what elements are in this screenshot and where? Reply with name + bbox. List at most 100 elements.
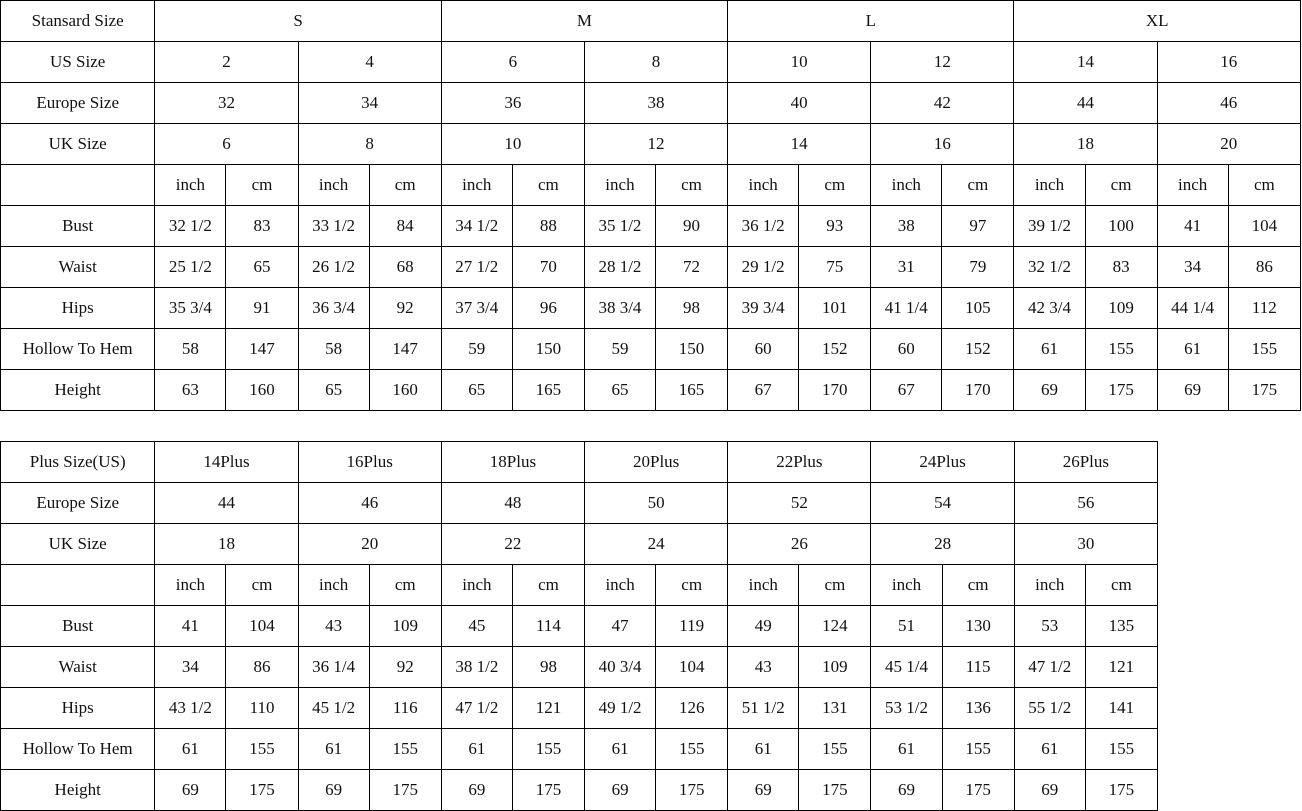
unit-row-blank-label [0, 164, 156, 206]
measurement-value: 25 1/2 [154, 246, 227, 288]
measurement-value: 175 [1084, 369, 1158, 411]
plus-measurement-value: 69 [870, 769, 943, 811]
plus-uk-size-value: 24 [584, 523, 729, 565]
us-size-value: 16 [1156, 41, 1302, 83]
measurement-value: 112 [1227, 287, 1302, 329]
measurement-value: 96 [511, 287, 585, 329]
plus-measurement-value: 114 [511, 605, 586, 647]
plus-measurement-value: 61 [870, 728, 943, 770]
measurement-value: 60 [870, 328, 943, 370]
plus-measurement-value: 69 [154, 769, 227, 811]
standard-size-chart: Stansard Size S M L XL US Size 2 4 6 8 10 12 14 16 Eur… [0, 0, 1302, 411]
plus-unit-cm-label: cm [798, 564, 872, 606]
plus-measurement-value: 98 [511, 646, 586, 688]
plus-measurement-value: 34 [154, 646, 227, 688]
measurement-row: Height 63 160 65 160 65 165 65 165 67 170 67 170 69 17… [0, 369, 1302, 411]
plus-measurement-value: 136 [941, 687, 1015, 729]
plus-measurement-value: 175 [1084, 769, 1159, 811]
measurement-value: 58 [154, 328, 227, 370]
measurement-value: 34 [1156, 246, 1229, 288]
measurement-value: 101 [798, 287, 872, 329]
plus-measurement-row: Bust 41 104 43 109 45 114 47 119 49 124 51 130 53 135 [0, 605, 1159, 647]
europe-size-value: 38 [583, 82, 729, 124]
plus-measurement-value: 141 [1084, 687, 1159, 729]
plus-measurement-row: Height 69 175 69 175 69 175 69 175 69 175 69 175 69 17… [0, 769, 1159, 811]
standard-size-label: Stansard Size [0, 0, 156, 42]
measurement-value: 36 3/4 [297, 287, 370, 329]
plus-measurement-value: 175 [798, 769, 872, 811]
measurement-value: 33 1/2 [297, 205, 370, 247]
measurement-value: 160 [368, 369, 442, 411]
plus-measurement-value: 104 [655, 646, 729, 688]
europe-size-label: Europe Size [0, 82, 156, 124]
plus-measurement-label: Waist [0, 646, 156, 688]
plus-measurement-value: 121 [1084, 646, 1159, 688]
plus-measurement-row: Hollow To Hem 61 155 61 155 61 155 61 155 61 155 61… [0, 728, 1159, 770]
plus-europe-size-value: 44 [154, 482, 299, 524]
plus-size-value: 14Plus [154, 441, 299, 483]
measurement-value: 61 [1156, 328, 1229, 370]
measurement-row: Hollow To Hem 58 147 58 147 59 150 59 150 60 152 60… [0, 328, 1302, 370]
plus-measurement-value: 51 [870, 605, 943, 647]
unit-cm-label: cm [941, 164, 1015, 206]
europe-size-row: Europe Size 32 34 36 38 40 42 44 46 [0, 82, 1302, 124]
us-size-row: US Size 2 4 6 8 10 12 14 16 [0, 41, 1302, 83]
measurement-value: 165 [654, 369, 729, 411]
measurement-row: Bust 32 1/2 83 33 1/2 84 34 1/2 88 35 1/2 90 36 1… [0, 205, 1302, 247]
measurement-value: 86 [1227, 246, 1302, 288]
uk-size-value: 8 [297, 123, 442, 165]
measurement-value: 98 [654, 287, 729, 329]
measurement-value: 79 [941, 246, 1015, 288]
unit-cm-label: cm [511, 164, 585, 206]
plus-measurement-value: 155 [941, 728, 1015, 770]
uk-size-value: 20 [1156, 123, 1302, 165]
measurement-value: 35 1/2 [583, 205, 656, 247]
measurement-value: 155 [1084, 328, 1158, 370]
measurement-label: Waist [0, 246, 156, 288]
unit-inch-label: inch [297, 164, 370, 206]
plus-measurement-value: 69 [1013, 769, 1086, 811]
measurement-value: 165 [511, 369, 585, 411]
plus-size-chart: Plus Size(US) 14Plus 16Plus 18Plus 20Plus 22P… [0, 441, 1159, 811]
measurement-value: 152 [941, 328, 1015, 370]
plus-measurement-value: 121 [511, 687, 586, 729]
measurement-value: 59 [583, 328, 656, 370]
plus-measurement-value: 69 [584, 769, 657, 811]
plus-measurement-value: 43 [727, 646, 800, 688]
plus-measurement-value: 155 [798, 728, 872, 770]
plus-measurement-value: 155 [225, 728, 299, 770]
plus-measurement-row: Hips 43 1/2 110 45 1/2 116 47 1/2 121 49 1/2 126… [0, 687, 1159, 729]
us-size-value: 6 [440, 41, 585, 83]
europe-size-value: 32 [154, 82, 299, 124]
plus-measurement-value: 43 [297, 605, 370, 647]
plus-measurement-value: 92 [368, 646, 442, 688]
measurement-value: 150 [654, 328, 729, 370]
plus-measurement-value: 131 [798, 687, 872, 729]
plus-measurement-value: 110 [225, 687, 299, 729]
plus-measurement-value: 124 [798, 605, 872, 647]
plus-measurement-value: 47 1/2 [1013, 646, 1086, 688]
plus-uk-size-value: 22 [440, 523, 586, 565]
measurement-value: 97 [941, 205, 1015, 247]
measurement-value: 170 [798, 369, 872, 411]
plus-measurement-value: 86 [225, 646, 299, 688]
plus-measurement-label: Hollow To Hem [0, 728, 156, 770]
uk-size-value: 12 [583, 123, 729, 165]
measurement-value: 38 3/4 [583, 287, 656, 329]
plus-unit-cm-label: cm [368, 564, 442, 606]
unit-inch-label: inch [583, 164, 656, 206]
unit-inch-label: inch [154, 164, 227, 206]
measurement-value: 27 1/2 [440, 246, 513, 288]
size-group-xl: XL [1013, 0, 1301, 42]
plus-uk-size-value: 28 [870, 523, 1015, 565]
plus-measurement-value: 116 [368, 687, 442, 729]
uk-size-row: UK Size 6 8 10 12 14 16 18 20 [0, 123, 1302, 165]
plus-size-value: 18Plus [440, 441, 586, 483]
plus-measurement-value: 130 [941, 605, 1015, 647]
plus-size-value: 24Plus [870, 441, 1015, 483]
unit-header-row: inch cm inch cm inch cm inch cm inch cm inch cm inch… [0, 164, 1302, 206]
plus-measurement-value: 104 [225, 605, 299, 647]
measurement-value: 67 [727, 369, 800, 411]
plus-europe-size-value: 52 [727, 482, 872, 524]
unit-inch-label: inch [1156, 164, 1229, 206]
